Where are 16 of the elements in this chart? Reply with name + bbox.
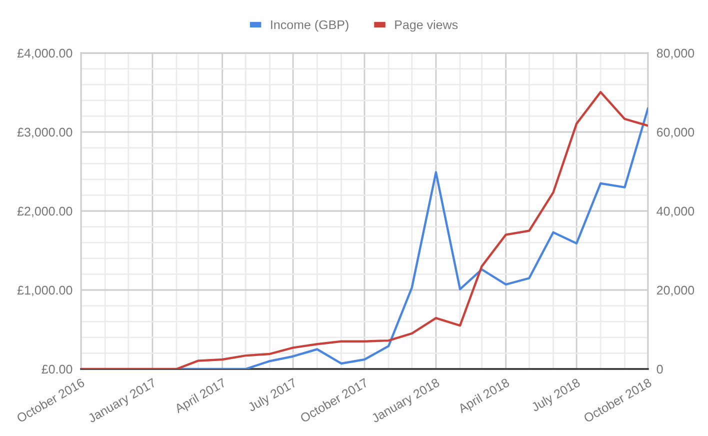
legend-label: Income (GBP) xyxy=(271,20,348,32)
x-tick-label: July 2018 xyxy=(530,378,582,414)
x-tick-label: April 2018 xyxy=(457,378,512,416)
y2-tick-label: 60,000 xyxy=(656,128,694,138)
y2-tick-label: 0 xyxy=(656,364,663,374)
y-tick-label: £3,000.00 xyxy=(17,128,72,138)
y-tick-label: £1,000.00 xyxy=(17,286,72,296)
y2-tick-label: 40,000 xyxy=(656,206,694,218)
y2-tick-label: 80,000 xyxy=(656,48,694,60)
y-tick-label: £0.00 xyxy=(42,364,72,374)
y-tick-label: £2,000.00 xyxy=(17,206,72,218)
legend-label: Page views xyxy=(395,20,458,32)
y-tick-label: £4,000.00 xyxy=(17,48,72,60)
x-tick-label: April 2017 xyxy=(174,378,228,416)
x-tick-label: July 2017 xyxy=(246,378,298,414)
y2-tick-label: 20,000 xyxy=(656,286,694,296)
